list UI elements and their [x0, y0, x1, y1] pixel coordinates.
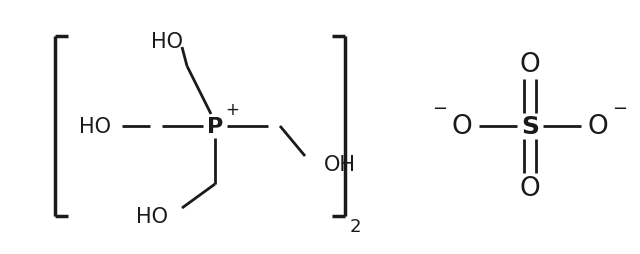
- Text: O: O: [452, 114, 472, 139]
- Text: O: O: [588, 114, 609, 139]
- Text: HO: HO: [79, 117, 111, 136]
- Text: 2: 2: [349, 217, 361, 235]
- Text: P: P: [207, 117, 223, 136]
- Text: O: O: [520, 52, 540, 78]
- Text: HO: HO: [136, 206, 168, 226]
- Text: O: O: [520, 175, 540, 201]
- Text: −: −: [612, 100, 628, 118]
- Text: −: −: [433, 100, 447, 118]
- Text: OH: OH: [324, 154, 356, 174]
- Text: HO: HO: [151, 32, 183, 52]
- Text: S: S: [521, 115, 539, 138]
- Text: +: +: [225, 101, 239, 119]
